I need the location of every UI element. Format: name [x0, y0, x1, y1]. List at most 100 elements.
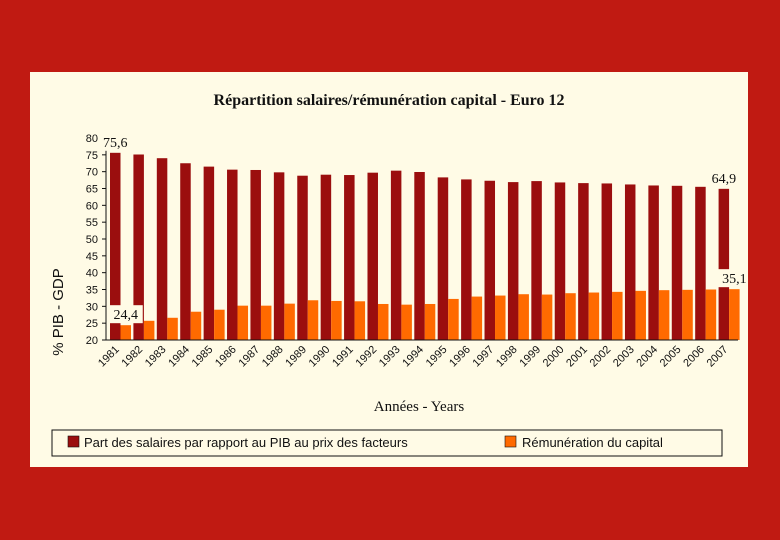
y-tick-label: 45 [86, 251, 98, 263]
y-tick-label: 55 [86, 217, 98, 229]
legend-swatch-capital [504, 435, 517, 448]
x-tick-label: 1985 [190, 344, 216, 370]
bar-salaires [297, 175, 308, 340]
x-tick-label: 1983 [143, 344, 169, 370]
x-tick-label: 1992 [354, 344, 380, 370]
x-tick-label: 1987 [236, 344, 262, 370]
x-tick-label: 1996 [447, 344, 473, 370]
x-tick-label: 1981 [96, 344, 122, 370]
bar-salaires [718, 188, 730, 340]
y-tick-label: 50 [86, 234, 98, 246]
y-tick-label: 80 [86, 133, 98, 145]
y-tick-label: 70 [86, 167, 98, 179]
bar-capital [120, 325, 131, 340]
x-tick-label: 1994 [400, 344, 426, 370]
chart-title: Répartition salaires/rémunération capita… [214, 92, 565, 109]
bar-capital [143, 320, 155, 340]
bar-capital [284, 303, 295, 340]
bar-salaires [671, 185, 683, 340]
bar-salaires [180, 163, 191, 340]
y-tick-label: 20 [86, 335, 98, 347]
y-tick-label: 35 [86, 285, 98, 297]
bar-capital [260, 305, 272, 340]
bar-salaires [531, 181, 542, 340]
data-label: 24,4 [114, 308, 139, 323]
data-label: 35,1 [722, 272, 747, 287]
bar-capital [401, 304, 412, 340]
bar-capital [448, 298, 459, 340]
x-tick-label: 1986 [213, 344, 239, 370]
y-tick-label: 75 [86, 150, 98, 162]
x-tick-label: 1993 [377, 344, 403, 370]
bar-salaires [133, 154, 144, 340]
bar-capital [658, 290, 670, 340]
bar-capital [354, 301, 366, 340]
x-tick-label: 2006 [681, 344, 707, 370]
y-axis: 20 25 30 35 40 45 50 55 60 65 70 75 80 [86, 133, 107, 347]
bar-capital [682, 289, 693, 340]
x-axis-ticks: 1981198219831984198519861987198819891990… [96, 339, 738, 370]
bar-salaires [390, 170, 402, 340]
legend-box [51, 429, 723, 457]
x-tick-label: 2000 [541, 344, 567, 370]
bar-capital [565, 293, 576, 340]
bar-salaires [273, 172, 285, 340]
legend-swatch-salaires [67, 435, 80, 448]
data-labels: 75,6 24,4 64,9 35,1 [98, 132, 748, 324]
x-tick-label: 1998 [494, 344, 520, 370]
bar-capital [237, 305, 249, 340]
bar-salaires [624, 184, 636, 340]
y-tick-label: 30 [86, 301, 98, 313]
bar-capital [190, 311, 202, 340]
x-tick-label: 2007 [705, 344, 731, 370]
bar-salaires [578, 183, 589, 340]
bar-salaires [344, 175, 355, 340]
bar-salaires [250, 169, 261, 340]
x-tick-label: 1988 [260, 344, 286, 370]
bar-capital [541, 294, 553, 340]
x-tick-label: 1984 [166, 344, 192, 370]
y-axis-label: % PIB - GDP [50, 268, 67, 356]
data-label-bg [108, 305, 143, 324]
x-tick-label: 2001 [564, 344, 590, 370]
legend-label-salaires: Part des salaires par rapport au PIB au … [84, 435, 408, 450]
bar-capital [588, 292, 600, 340]
x-tick-label: 1989 [283, 344, 309, 370]
chart-svg: Répartition salaires/rémunération capita… [50, 92, 748, 457]
bar-salaires [461, 179, 472, 340]
bar-salaires [601, 183, 613, 340]
x-tick-label: 2005 [658, 344, 684, 370]
bar-salaires [414, 172, 425, 340]
bar-capital [705, 289, 717, 340]
x-tick-label: 2003 [611, 344, 637, 370]
bar-capital [729, 289, 740, 340]
bar-capital [471, 296, 483, 340]
bar-capital [424, 303, 436, 340]
bars-group [110, 152, 740, 340]
bar-salaires [320, 174, 332, 340]
bar-salaires [203, 166, 215, 340]
bar-salaires [156, 158, 168, 340]
x-tick-label: 1982 [119, 344, 145, 370]
y-tick-label: 40 [86, 268, 98, 280]
bar-salaires [437, 177, 449, 340]
x-tick-label: 1995 [424, 344, 450, 370]
x-tick-label: 2004 [634, 344, 660, 370]
data-label-bg [98, 132, 133, 151]
bar-salaires [648, 185, 659, 340]
data-label: 64,9 [712, 172, 737, 187]
bar-salaires [554, 182, 566, 340]
data-label-bg [706, 168, 741, 187]
bar-capital [331, 300, 342, 340]
x-tick-label: 2002 [588, 344, 614, 370]
bar-salaires [484, 180, 496, 340]
bar-capital [612, 291, 623, 340]
legend: Part des salaires par rapport au PIB au … [51, 429, 723, 457]
bar-salaires [695, 186, 706, 340]
x-tick-label: 1999 [517, 344, 543, 370]
data-label: 75,6 [103, 136, 128, 151]
chart-panel: Répartition salaires/rémunération capita… [30, 72, 748, 467]
x-tick-label: 1990 [307, 344, 333, 370]
y-tick-label: 60 [86, 200, 98, 212]
bar-capital [495, 295, 506, 340]
